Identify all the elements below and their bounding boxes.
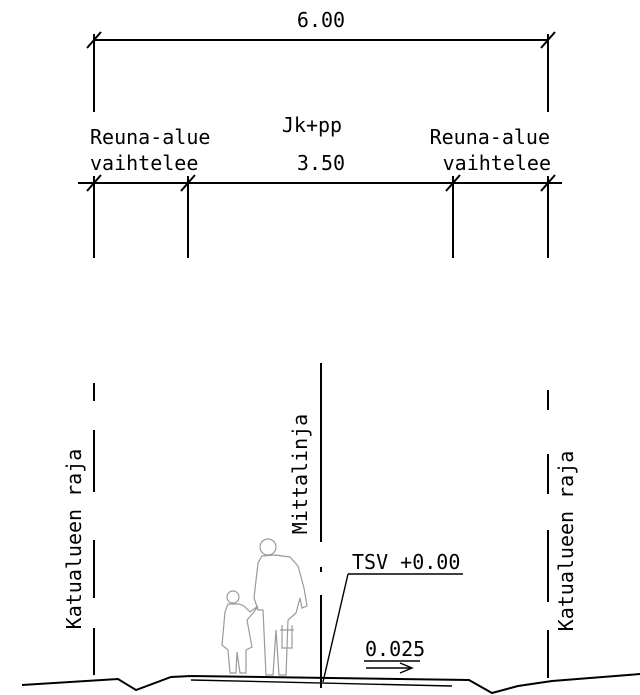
tsv-label: TSV +0.00: [352, 550, 460, 574]
left-edge-label-line2: vaihtelee: [90, 151, 198, 175]
center-line-label: Mittalinja: [288, 414, 312, 534]
tsv-leader-line: [322, 573, 349, 683]
left-boundary-label: Katualueen raja: [62, 449, 86, 630]
right-edge-label-line1: Reuna-alue: [430, 125, 550, 149]
overall-tick-right: [540, 31, 556, 49]
overall-dimension: 6.00: [86, 8, 556, 112]
segment-tick-4: [540, 174, 556, 192]
tsv-annotation: TSV +0.00: [322, 550, 463, 683]
path-label: Jk+pp: [282, 113, 342, 137]
adult-and-child-pedestrian-icon: [221, 538, 308, 676]
path-width-value: 3.50: [297, 151, 345, 175]
segment-tick-1: [86, 174, 102, 192]
segment-dimensions: Reuna-alue vaihtelee Jk+pp 3.50 Reuna-al…: [78, 113, 562, 258]
center-measurement-line: Mittalinja: [288, 363, 322, 688]
ground-surface-line: [21, 673, 640, 695]
segment-tick-3: [445, 174, 461, 192]
right-boundary-line: Katualueen raja: [547, 390, 578, 678]
left-boundary-line: Katualueen raja: [62, 383, 95, 675]
segment-tick-2: [180, 174, 196, 192]
slope-value: 0.025: [365, 637, 425, 661]
overall-tick-left: [86, 31, 102, 49]
ground-profile: [21, 673, 640, 695]
pavement-layer-line: [190, 679, 453, 687]
left-edge-label-line1: Reuna-alue: [90, 125, 210, 149]
right-boundary-label: Katualueen raja: [554, 451, 578, 632]
right-edge-label-line2: vaihtelee: [443, 151, 551, 175]
slope-annotation: 0.025: [364, 637, 425, 674]
overall-dimension-value: 6.00: [297, 8, 345, 32]
slope-arrow-icon: [399, 662, 414, 674]
